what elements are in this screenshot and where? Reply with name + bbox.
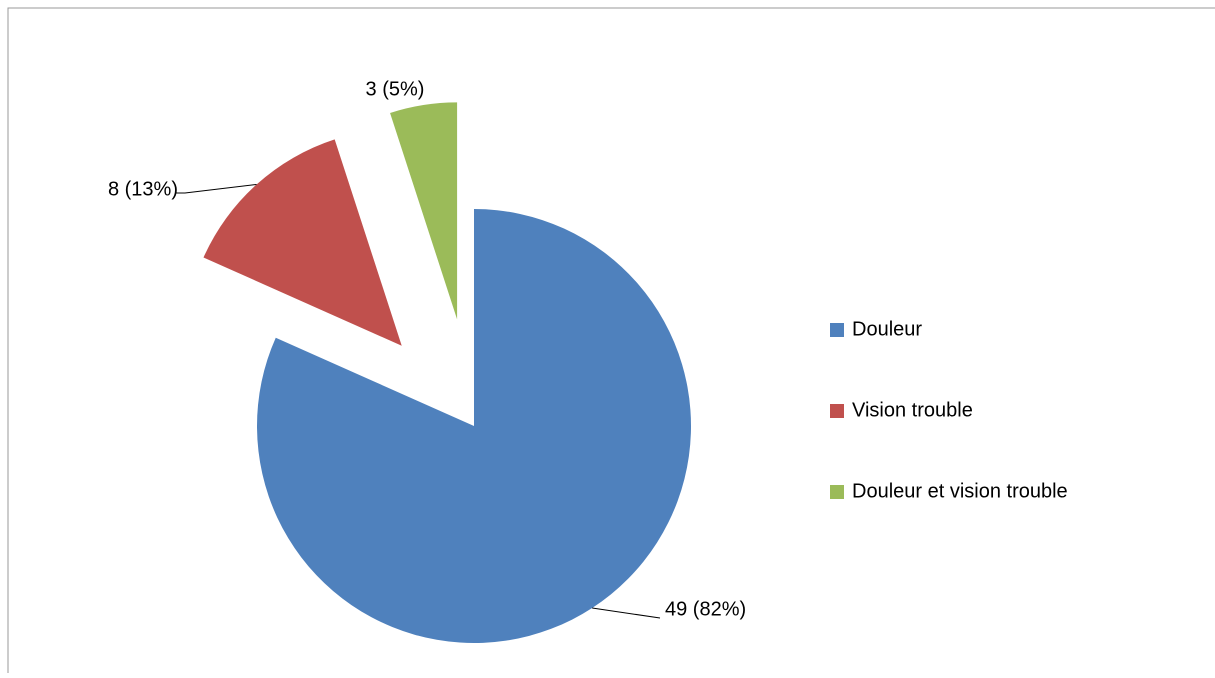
leader-line <box>175 183 257 194</box>
legend-swatch <box>830 323 844 337</box>
pie-slice <box>203 139 402 346</box>
legend-label: Vision trouble <box>852 399 973 421</box>
legend-swatch <box>830 485 844 499</box>
pie-slice <box>257 209 692 643</box>
leader-line <box>592 607 661 619</box>
legend-swatch <box>830 404 844 418</box>
data-label: 3 (5%) <box>366 78 425 100</box>
pie-slice <box>390 102 458 320</box>
data-label: 8 (13%) <box>108 178 178 200</box>
data-label: 49 (82%) <box>665 598 746 620</box>
chart-frame <box>7 7 1215 673</box>
legend-label: Douleur <box>852 318 922 340</box>
legend-label: Douleur et vision trouble <box>852 480 1068 502</box>
